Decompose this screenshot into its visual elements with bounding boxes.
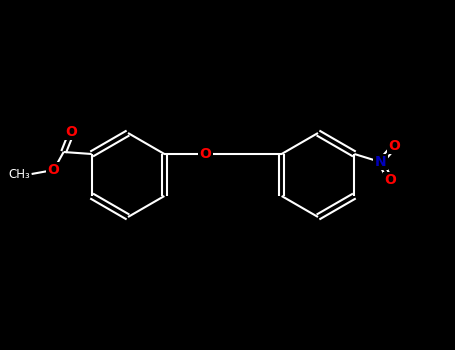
Text: O: O bbox=[48, 163, 60, 177]
Text: O: O bbox=[66, 125, 77, 139]
Text: O: O bbox=[389, 139, 400, 153]
Text: N: N bbox=[374, 155, 386, 169]
Text: O: O bbox=[384, 173, 396, 187]
Text: O: O bbox=[199, 147, 212, 161]
Text: CH₃: CH₃ bbox=[8, 168, 30, 181]
